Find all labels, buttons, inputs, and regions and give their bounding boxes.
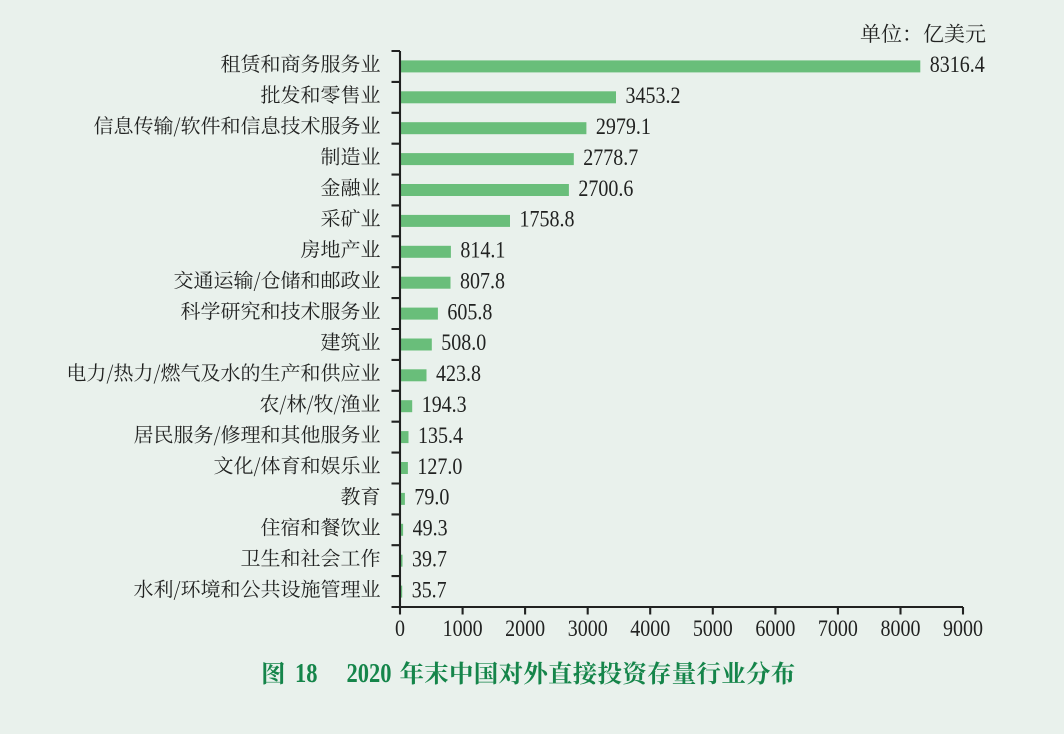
svg-text:39.7: 39.7	[412, 546, 447, 572]
svg-text:35.7: 35.7	[412, 577, 447, 603]
svg-text:4000: 4000	[630, 616, 670, 642]
svg-text:2700.6: 2700.6	[578, 175, 633, 201]
svg-text:605.8: 605.8	[447, 299, 492, 325]
svg-text:49.3: 49.3	[413, 515, 448, 541]
svg-text:814.1: 814.1	[460, 237, 505, 263]
svg-text:508.0: 508.0	[441, 330, 486, 356]
svg-text:194.3: 194.3	[422, 392, 467, 418]
svg-text:0: 0	[395, 616, 405, 642]
svg-text:6000: 6000	[755, 616, 795, 642]
svg-text:423.8: 423.8	[436, 361, 481, 387]
svg-text:3453.2: 3453.2	[626, 83, 681, 109]
svg-text:127.0: 127.0	[417, 453, 462, 479]
svg-text:807.8: 807.8	[460, 268, 505, 294]
svg-text:8000: 8000	[881, 616, 921, 642]
svg-text:2000: 2000	[505, 616, 545, 642]
svg-text:7000: 7000	[818, 616, 858, 642]
svg-text:135.4: 135.4	[418, 422, 463, 448]
svg-text:9000: 9000	[943, 616, 983, 642]
svg-text:2979.1: 2979.1	[596, 114, 651, 140]
svg-text:1000: 1000	[443, 616, 483, 642]
svg-text:79.0: 79.0	[414, 484, 449, 510]
svg-text:3000: 3000	[568, 616, 608, 642]
svg-text:2778.7: 2778.7	[583, 144, 638, 170]
svg-text:18: 18	[295, 658, 317, 689]
svg-text:1758.8: 1758.8	[520, 206, 575, 232]
svg-text:8316.4: 8316.4	[930, 52, 985, 78]
svg-text:5000: 5000	[693, 616, 733, 642]
svg-text:2020: 2020	[347, 658, 392, 689]
